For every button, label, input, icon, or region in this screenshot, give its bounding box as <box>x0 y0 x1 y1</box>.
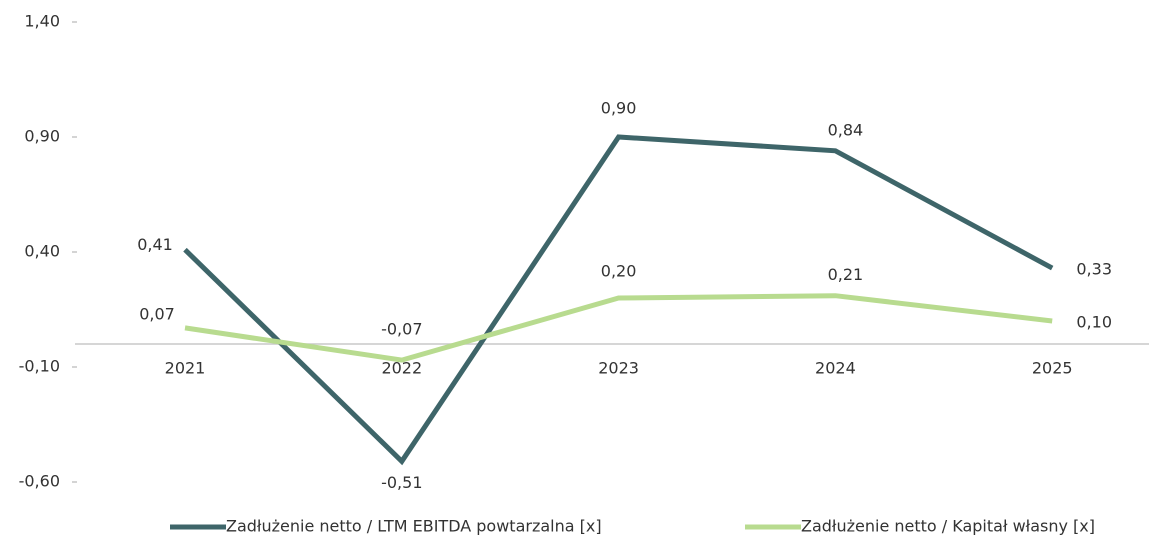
data-label: 0,33 <box>1076 260 1112 279</box>
y-tick-label: -0,60 <box>19 472 60 491</box>
x-tick-label: 2023 <box>598 359 639 378</box>
data-label: 0,20 <box>601 262 637 281</box>
series-line <box>183 134 1054 466</box>
legend-label: Zadłużenie netto / Kapitał własny [x] <box>801 517 1095 536</box>
data-label: 0,90 <box>601 99 637 118</box>
x-tick-label: 2022 <box>381 359 422 378</box>
data-label: 0,10 <box>1076 313 1112 332</box>
x-tick-label: 2025 <box>1032 359 1073 378</box>
x-tick-label: 2024 <box>815 359 856 378</box>
y-tick-label: -0,10 <box>19 357 60 376</box>
data-label: 0,07 <box>139 304 175 323</box>
series-line <box>184 293 1053 363</box>
data-label: 0,21 <box>828 265 864 284</box>
data-label: 0,84 <box>828 120 864 139</box>
y-tick-label: 0,40 <box>24 242 60 261</box>
data-label: -0,07 <box>381 320 422 339</box>
y-tick-label: 0,90 <box>24 127 60 146</box>
y-tick-label: 1,40 <box>24 12 60 31</box>
x-tick-label: 2021 <box>165 359 206 378</box>
data-label: -0,51 <box>381 473 422 492</box>
legend-label: Zadłużenie netto / LTM EBITDA powtarzaln… <box>226 517 602 536</box>
data-label: 0,41 <box>137 235 173 254</box>
